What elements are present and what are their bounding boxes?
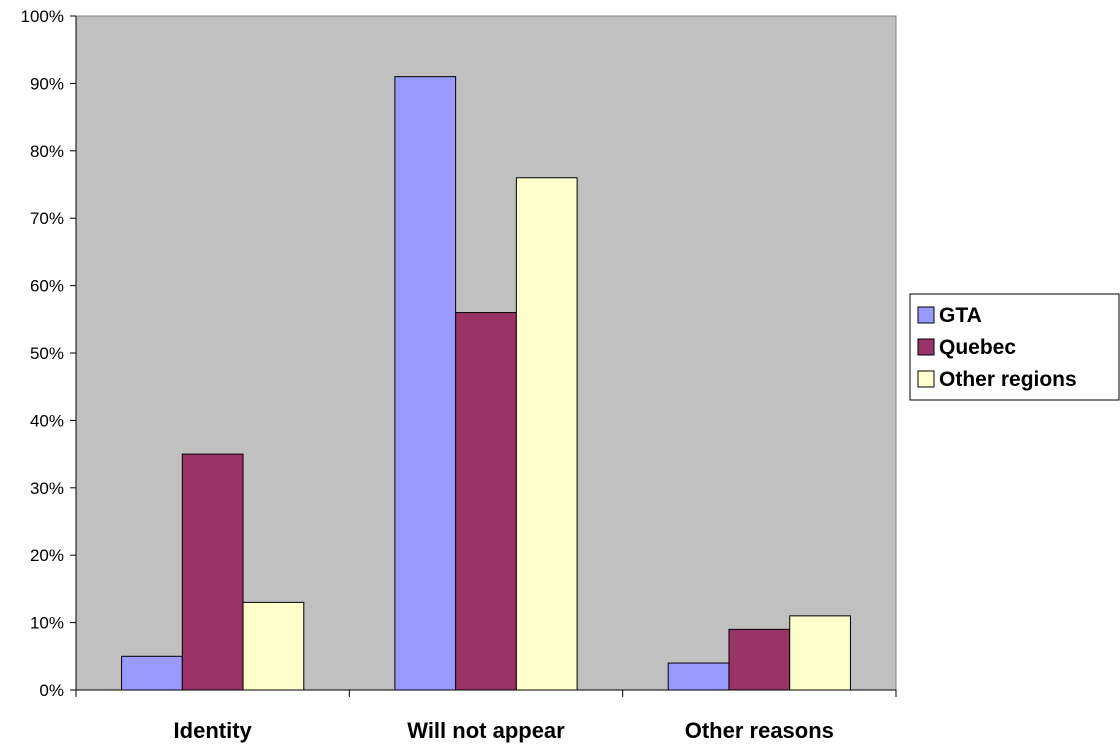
y-tick-label: 70% — [30, 209, 64, 228]
bar-quebec-other-reasons — [728, 628, 791, 691]
y-tick-label: 60% — [30, 277, 64, 296]
bar-other-regions-identity — [242, 601, 305, 691]
legend-swatch-quebec — [917, 338, 935, 356]
y-tick-label: 100% — [21, 7, 64, 26]
x-category-label: Other reasons — [685, 718, 834, 743]
y-tick-label: 0% — [39, 681, 64, 700]
bar-quebec-will-not-appear — [455, 312, 517, 691]
bar-gta-other-reasons — [667, 662, 730, 691]
legend-swatch-other-regions — [917, 370, 935, 388]
bar-other-regions-will-not-appear — [515, 177, 578, 691]
bar-other-regions-other-reasons — [789, 615, 851, 691]
y-tick-label: 30% — [30, 479, 64, 498]
x-axis-ticks: Identity Will not appear Other reasons — [75, 690, 897, 743]
y-tick-label: 10% — [30, 614, 64, 633]
legend: GTA Quebec Other regions — [909, 293, 1120, 401]
bar-gta-will-not-appear — [394, 76, 457, 691]
x-category-label: Identity — [174, 718, 253, 743]
y-tick-label: 80% — [30, 142, 64, 161]
legend-label: Quebec — [939, 336, 1016, 359]
y-tick-label: 40% — [30, 411, 64, 430]
y-tick-label: 90% — [30, 74, 64, 93]
y-tick-label: 20% — [30, 546, 64, 565]
bars-group — [121, 76, 851, 691]
legend-swatch-gta — [917, 306, 935, 324]
legend-label: Other regions — [939, 368, 1077, 391]
bar-quebec-identity — [181, 453, 244, 691]
x-category-label: Will not appear — [407, 718, 565, 743]
legend-box — [909, 293, 1120, 401]
y-tick-label: 50% — [30, 344, 64, 363]
y-axis-ticks: 0% 10% 20% 30% 40% 50% 60% 70% 80% 90% 100% — [21, 7, 76, 700]
legend-label: GTA — [939, 304, 982, 327]
bar-gta-identity — [121, 655, 183, 691]
